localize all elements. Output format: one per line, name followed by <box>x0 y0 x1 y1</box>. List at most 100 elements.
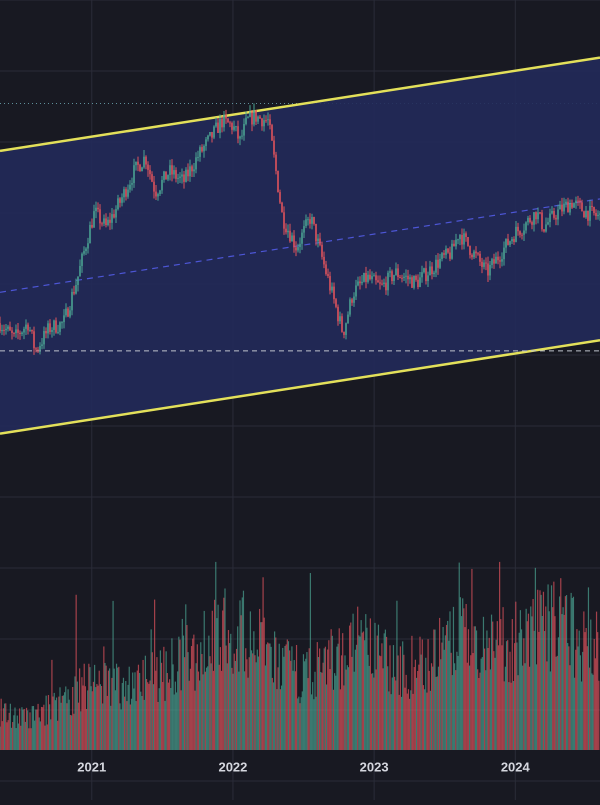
candle-body <box>21 332 23 335</box>
volume-bar <box>207 666 209 750</box>
volume-bar <box>592 674 594 750</box>
volume-bar <box>113 668 115 750</box>
volume-bar <box>598 680 600 750</box>
candle-body <box>313 217 315 224</box>
volume-bar <box>187 652 189 750</box>
volume-bar <box>295 644 298 750</box>
candle-body <box>83 251 85 254</box>
candle-body <box>415 276 417 280</box>
candle-body <box>305 219 307 227</box>
volume-bar <box>351 656 353 750</box>
volume-bar <box>53 692 55 750</box>
volume-bar <box>587 587 590 750</box>
candle-body <box>521 234 523 236</box>
candle-body <box>271 125 273 141</box>
candle-body <box>315 223 317 242</box>
candle-body <box>337 306 339 322</box>
candle-body <box>207 135 209 140</box>
volume-bar <box>114 690 116 750</box>
candle-body <box>421 272 423 278</box>
volume-bar <box>88 663 90 750</box>
volume-bar <box>220 670 223 750</box>
volume-bar <box>89 667 91 750</box>
volume-bar <box>364 640 366 750</box>
volume-bar <box>396 600 398 750</box>
volume-bar <box>529 666 531 750</box>
candle-body <box>347 314 349 324</box>
volume-bar <box>496 621 498 750</box>
volume-bar <box>405 674 407 750</box>
candle-body <box>505 238 507 248</box>
candle-body <box>485 262 487 264</box>
candle-body <box>79 265 81 277</box>
candle-body <box>251 111 253 125</box>
volume-bar <box>331 635 333 750</box>
candle-body <box>425 268 427 282</box>
volume-bar <box>367 654 369 750</box>
volume-bar <box>374 622 376 750</box>
volume-bar <box>292 670 294 750</box>
volume-bar <box>590 619 592 750</box>
volume-bar <box>67 689 69 750</box>
volume-bar <box>563 614 565 750</box>
volume-bar <box>324 646 326 750</box>
volume-bar <box>7 720 9 750</box>
volume-bar <box>574 677 576 750</box>
volume-bar <box>158 688 160 750</box>
volume-bar <box>361 632 363 750</box>
candle-body <box>97 207 99 210</box>
volume-bar <box>487 647 489 750</box>
volume-bar <box>413 667 415 750</box>
volume-bar <box>568 646 570 750</box>
candle-body <box>553 211 555 218</box>
volume-bar <box>286 639 288 750</box>
volume-bar <box>272 682 275 750</box>
volume-bar <box>571 598 573 750</box>
candle-body <box>419 277 421 288</box>
volume-bar <box>555 656 557 750</box>
candle-body <box>159 190 161 195</box>
volume-bar <box>567 643 569 750</box>
candle-body <box>65 308 67 316</box>
candle-body <box>33 331 35 349</box>
volume-bar <box>287 641 290 750</box>
volume-bar <box>51 659 53 750</box>
candle-body <box>195 157 197 170</box>
volume-bar <box>34 720 36 750</box>
volume-bar <box>98 670 100 750</box>
volume-bar <box>195 663 197 750</box>
volume-bar <box>54 700 56 750</box>
volume-bar <box>64 692 66 750</box>
candle-body <box>101 223 103 225</box>
volume-bar <box>49 704 51 750</box>
candle-body <box>571 202 573 208</box>
volume-bar <box>139 672 141 750</box>
volume-bar <box>169 679 171 750</box>
candle-body <box>357 281 359 286</box>
candle-body <box>275 154 277 171</box>
volume-bar <box>419 636 421 750</box>
volume-bar <box>456 651 458 750</box>
candle-body <box>489 264 491 276</box>
candle-body <box>575 200 577 204</box>
volume-bar <box>293 660 295 750</box>
volume-bar <box>319 648 321 750</box>
candle-body <box>29 329 31 331</box>
volume-bar <box>252 653 254 750</box>
candle-body <box>109 219 111 223</box>
volume-bar <box>342 633 344 750</box>
volume-bar <box>267 642 269 750</box>
volume-bar <box>196 644 198 750</box>
volume-bar <box>360 620 362 750</box>
volume-bar <box>175 692 178 750</box>
volume-bar <box>142 659 144 750</box>
volume-bar <box>337 643 339 750</box>
volume-bar <box>149 680 151 750</box>
volume-bar <box>440 659 442 750</box>
volume-bar <box>313 699 315 750</box>
volume-bar <box>268 643 270 750</box>
candle-body <box>333 286 335 300</box>
volume-bar <box>274 631 276 750</box>
